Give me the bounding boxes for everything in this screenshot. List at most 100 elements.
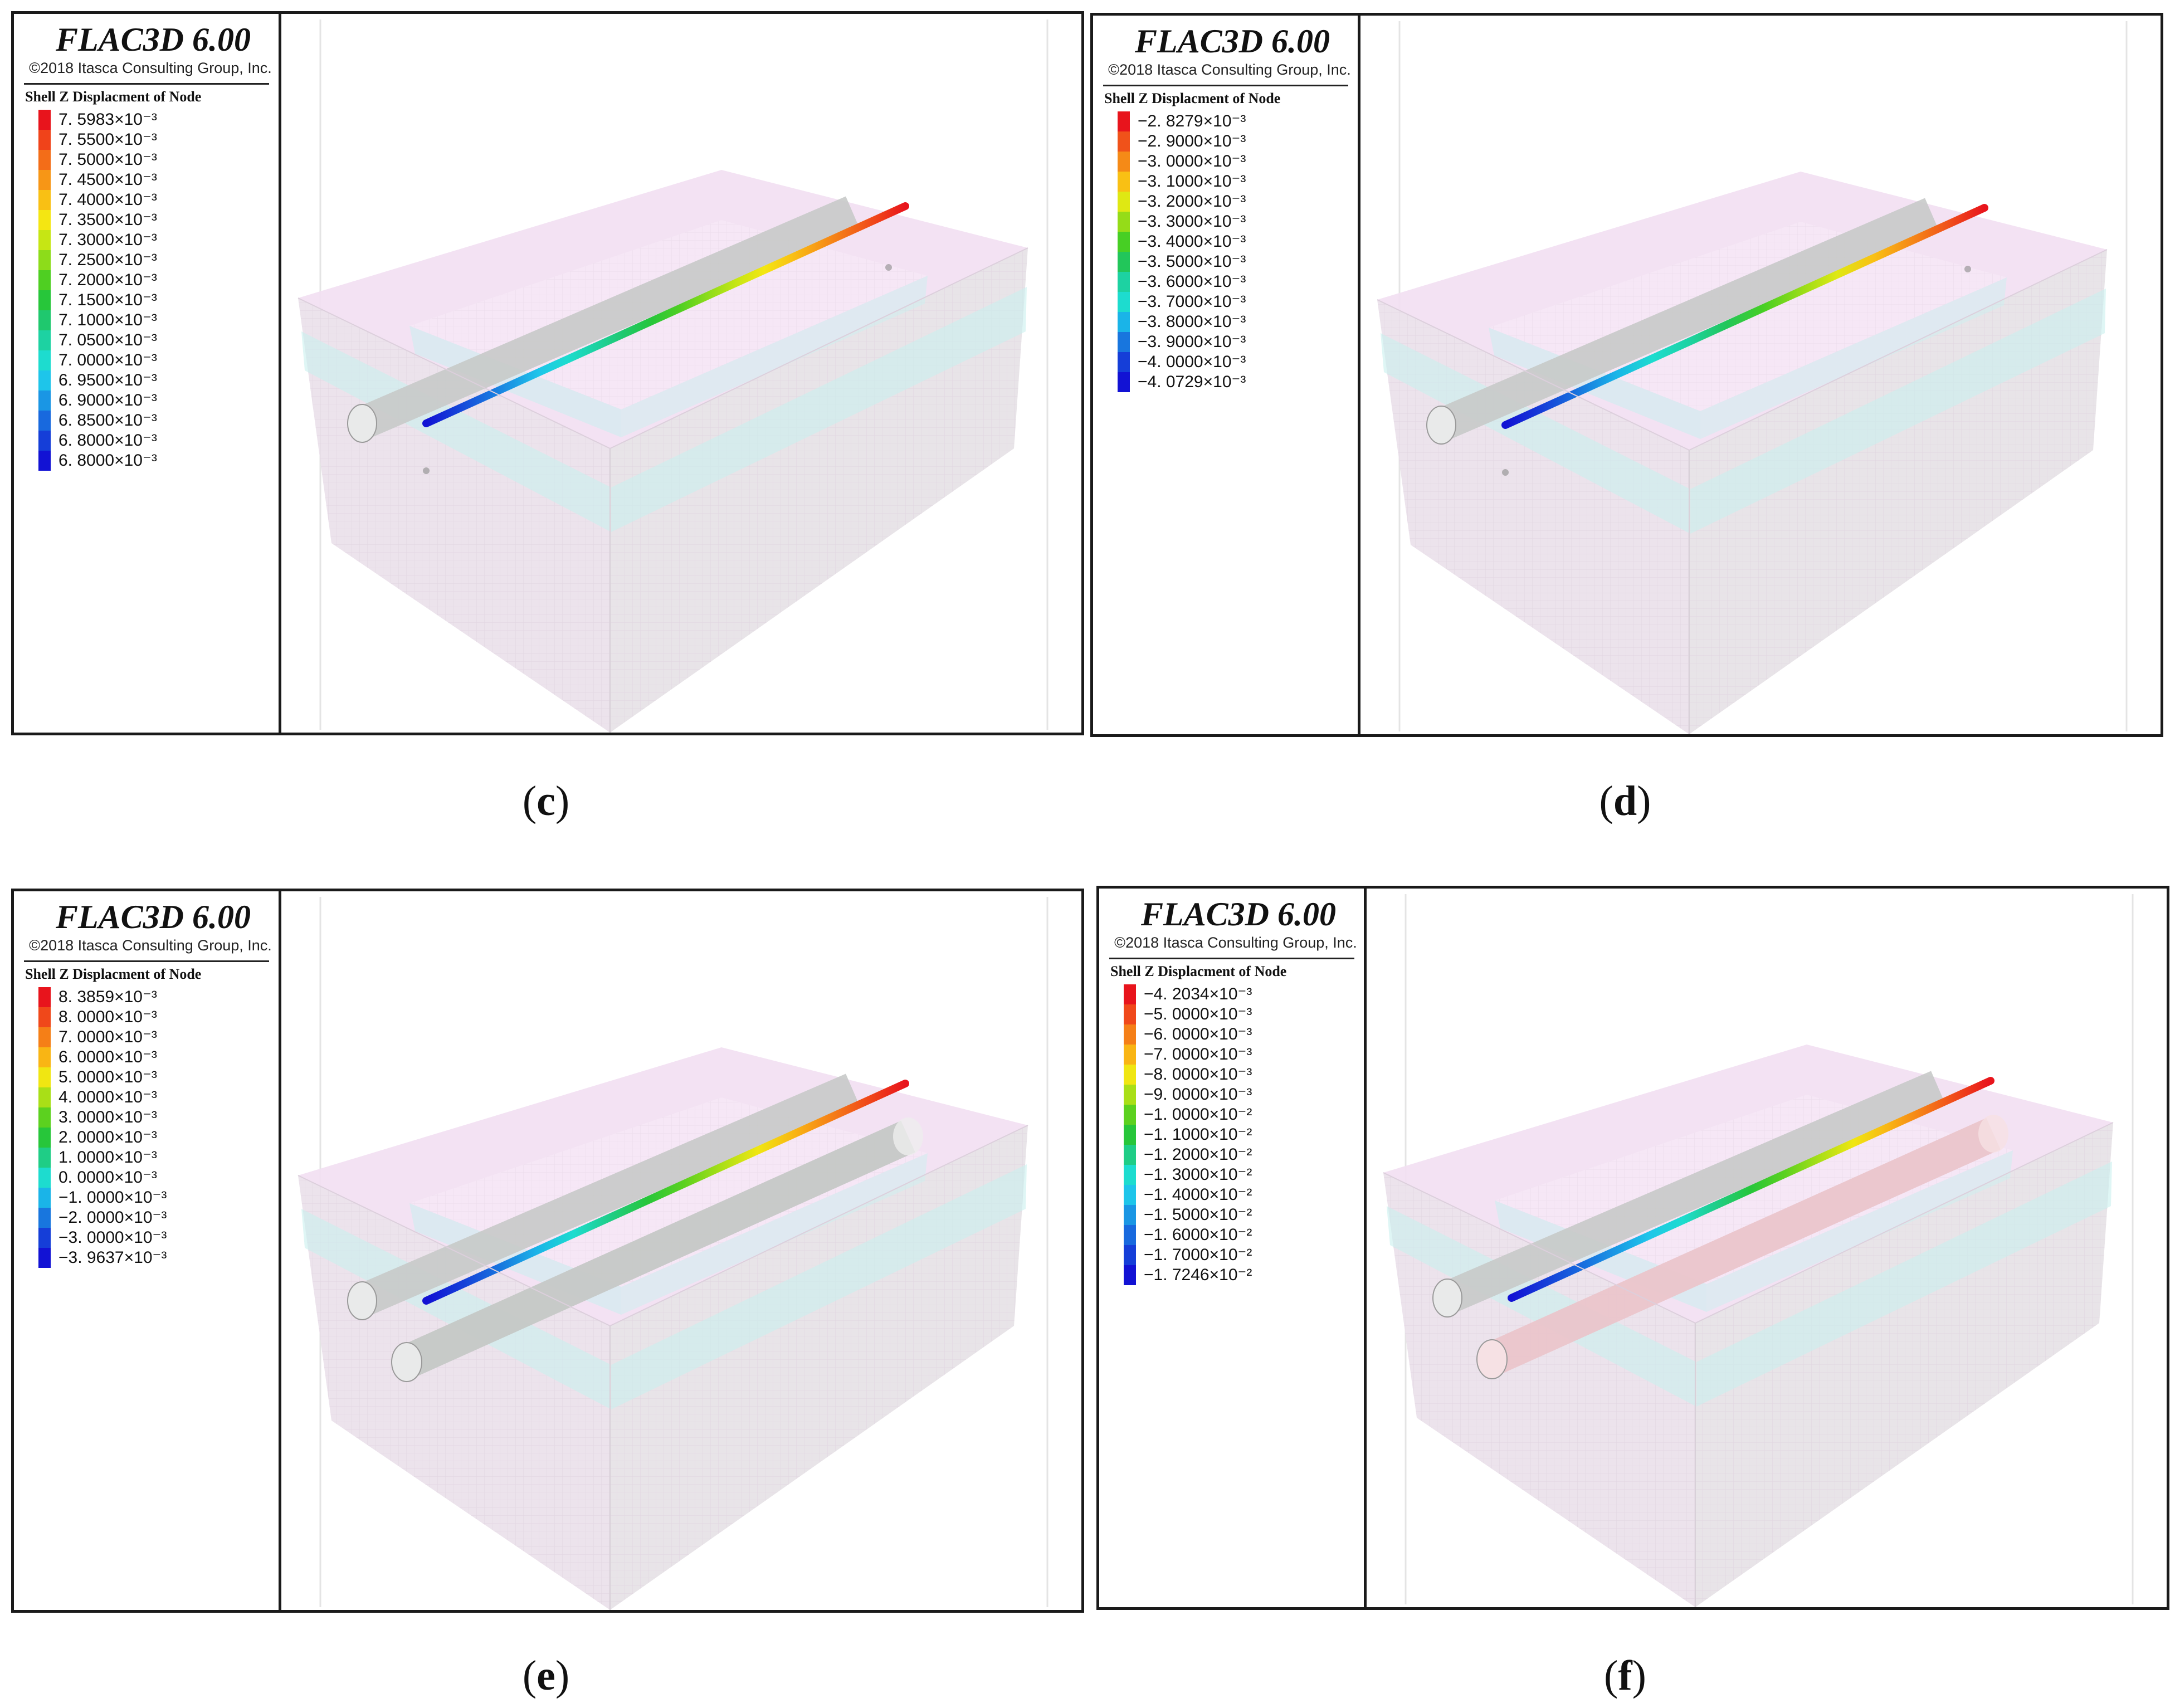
panel-caption-f: (f) [1604, 1652, 1646, 1699]
legend-label: 7. 3500×10⁻³ [58, 211, 157, 229]
legend-label: 0. 0000×10⁻³ [58, 1168, 157, 1187]
legend-label: 4. 0000×10⁻³ [58, 1088, 157, 1106]
soil-layer-band [301, 331, 611, 532]
legend-label: 7. 2500×10⁻³ [58, 251, 157, 269]
copyright-text: ©2018 Itasca Consulting Group, Inc. [29, 937, 272, 954]
node-marker [885, 264, 892, 271]
result-panel-e: FLAC3D 6.00 ©2018 Itasca Consulting Grou… [11, 889, 1084, 1613]
legend-swatch [38, 110, 51, 130]
copyright-text: ©2018 Itasca Consulting Group, Inc. [1114, 934, 1357, 951]
legend-label: −3. 1000×10⁻³ [1138, 172, 1246, 191]
result-panel-f: FLAC3D 6.00 ©2018 Itasca Consulting Grou… [1096, 886, 2169, 1610]
legend-swatch [38, 1248, 51, 1268]
legend-label: −1. 5000×10⁻² [1144, 1206, 1252, 1224]
legend-label: 7. 4000×10⁻³ [58, 191, 157, 209]
legend-swatch [1118, 111, 1130, 131]
legend-swatch [38, 350, 51, 370]
legend-swatch [38, 310, 51, 330]
legend-swatch [1118, 192, 1130, 212]
legend-swatch [1124, 1125, 1136, 1145]
legend-title: Shell Z Displacment of Node [25, 966, 202, 982]
legend-label: 7. 5500×10⁻³ [58, 130, 157, 149]
soil-layer-band [1696, 1162, 2112, 1407]
legend-label: 6. 8000×10⁻³ [58, 431, 157, 450]
soil-layer-band [1381, 333, 1690, 534]
legend-label: −1. 0000×10⁻³ [58, 1188, 167, 1207]
legend-swatch [38, 150, 51, 170]
legend-column: FLAC3D 6.00 ©2018 Itasca Consulting Grou… [1093, 16, 1360, 734]
tunnel-end [347, 404, 377, 443]
legend-swatch [38, 190, 51, 210]
soil-layer-band [301, 1209, 611, 1409]
legend-label: −3. 7000×10⁻³ [1138, 292, 1246, 311]
legend-swatch [1118, 152, 1130, 172]
model-scene [1377, 21, 2128, 734]
legend-swatch [38, 230, 51, 250]
legend-swatch [38, 1208, 51, 1228]
legend-label: −1. 3000×10⁻² [1144, 1165, 1252, 1184]
new-tunnel [1485, 1117, 2001, 1375]
legend-swatch [38, 451, 51, 471]
legend-label: −3. 9000×10⁻³ [1138, 333, 1246, 351]
legend-divider [1109, 958, 1354, 959]
legend-label: −4. 0729×10⁻³ [1138, 373, 1246, 391]
legend-swatch [38, 1188, 51, 1208]
legend-label: −1. 1000×10⁻² [1144, 1125, 1252, 1144]
shell-displacement-contour [1501, 204, 1988, 429]
existing-tunnel [355, 196, 859, 439]
existing-tunnel [1435, 198, 1938, 441]
legend-divider [1103, 85, 1348, 86]
shell-displacement-contour [422, 1080, 909, 1305]
legend-label: −3. 2000×10⁻³ [1138, 192, 1246, 211]
legend-swatch [38, 1047, 51, 1067]
copyright-text: ©2018 Itasca Consulting Group, Inc. [29, 60, 272, 76]
app-title: FLAC3D 6.00 [1134, 23, 1330, 60]
soil-layer-band [611, 287, 1027, 532]
legend-swatch [38, 330, 51, 350]
legend-swatch [1118, 372, 1130, 392]
legend-swatch [1124, 1105, 1136, 1125]
legend-label: −1. 6000×10⁻² [1144, 1226, 1252, 1244]
pit-wall [621, 1153, 928, 1315]
legend-label: −3. 3000×10⁻³ [1138, 212, 1246, 231]
legend-swatch [1118, 232, 1130, 252]
legend-label: 7. 0000×10⁻³ [58, 351, 157, 369]
legend-swatch [1124, 1004, 1136, 1024]
model-viewport[interactable] [1360, 16, 2161, 734]
legend-swatch [38, 1027, 51, 1047]
panel-caption-d: (d) [1599, 778, 1651, 824]
model-viewport[interactable] [1367, 889, 2167, 1607]
legend-swatch [1124, 1145, 1136, 1165]
legend-label: −1. 4000×10⁻² [1144, 1185, 1252, 1204]
node-marker [423, 467, 430, 474]
legend-label: −3. 6000×10⁻³ [1138, 272, 1246, 291]
tunnel-end [1978, 1115, 2008, 1153]
legend-swatch [1124, 1245, 1136, 1265]
legend-swatch [1124, 1065, 1136, 1085]
model-viewport[interactable] [281, 14, 1081, 733]
legend-label: 7. 3000×10⁻³ [58, 231, 157, 249]
pit-wall [1700, 277, 2007, 439]
legend-label: −3. 0000×10⁻³ [58, 1228, 167, 1247]
legend-label: 6. 0000×10⁻³ [58, 1048, 157, 1066]
legend-label: 3. 0000×10⁻³ [58, 1108, 157, 1126]
legend-divider [24, 83, 269, 85]
soil-layer-band [1387, 1206, 1696, 1407]
model-viewport[interactable] [281, 891, 1081, 1610]
app-title: FLAC3D 6.00 [1140, 896, 1337, 933]
legend-title: Shell Z Displacment of Node [25, 89, 202, 105]
legend-swatch [1124, 1085, 1136, 1105]
legend-label: −5. 0000×10⁻³ [1144, 1005, 1252, 1023]
legend-label: −3. 4000×10⁻³ [1138, 232, 1246, 251]
legend-swatch [1118, 272, 1130, 292]
legend-title: Shell Z Displacment of Node [1110, 963, 1287, 979]
legend-label: −4. 0000×10⁻³ [1138, 353, 1246, 371]
pit-wall [1706, 1150, 2013, 1312]
legend-swatch [38, 391, 51, 411]
legend-label: 7. 0000×10⁻³ [58, 1028, 157, 1046]
legend-label: −2. 9000×10⁻³ [1138, 132, 1246, 150]
legend-swatch [1124, 1225, 1136, 1245]
legend-label: 8. 3859×10⁻³ [58, 988, 157, 1006]
tunnel-end [1426, 406, 1456, 445]
legend-swatch [38, 370, 51, 391]
